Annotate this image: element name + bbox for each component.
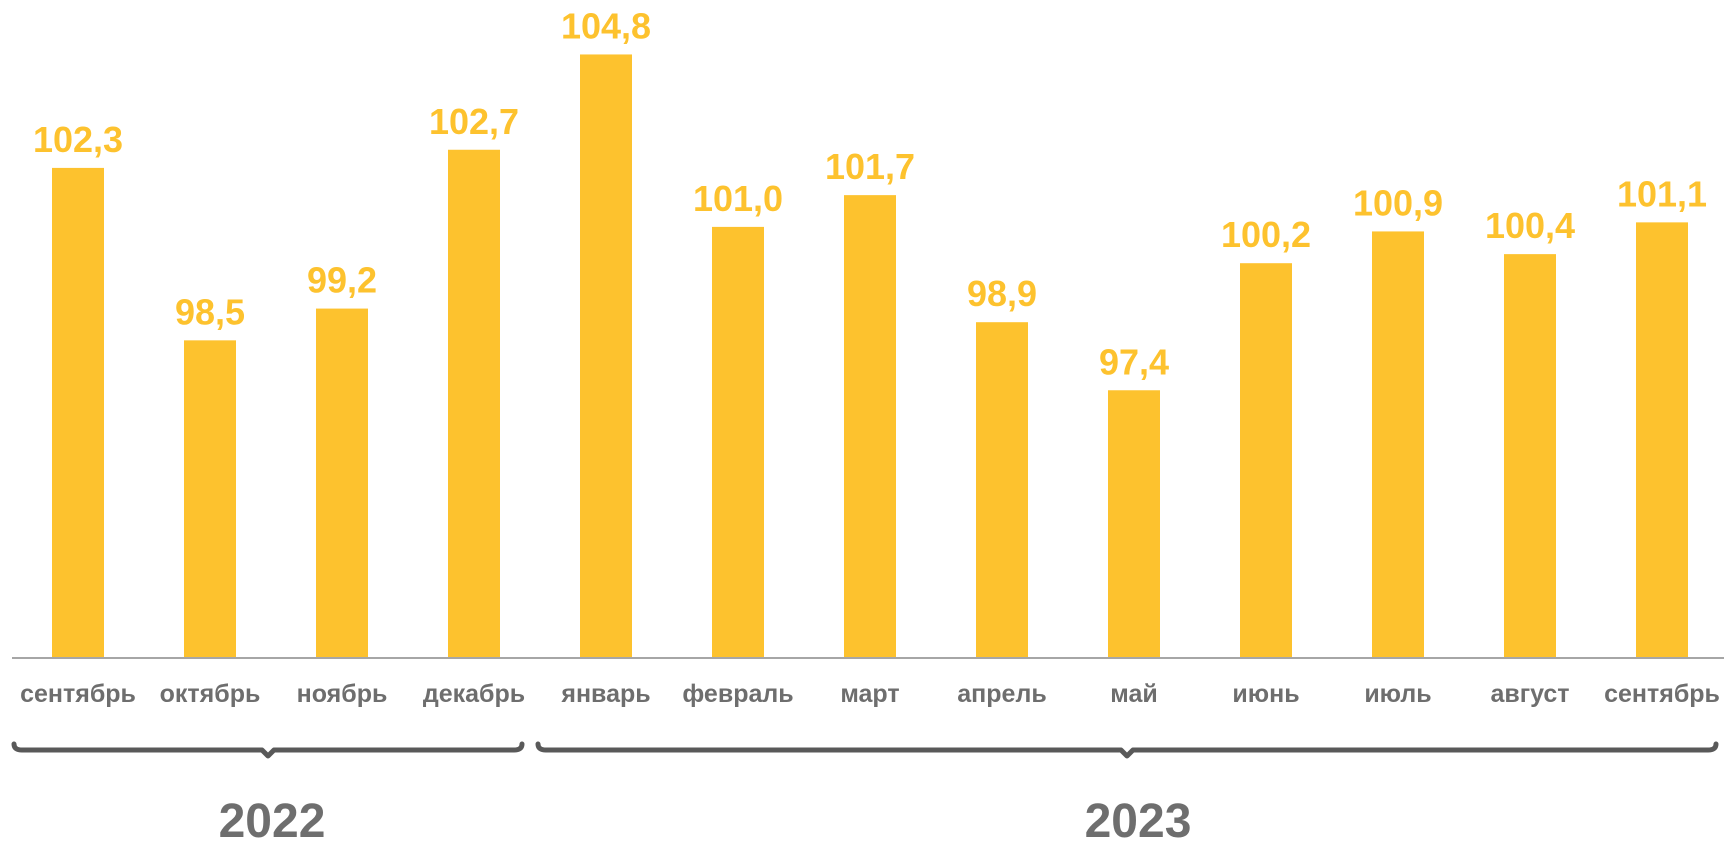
- bar: [1372, 231, 1424, 658]
- bar: [316, 308, 368, 658]
- category-label: май: [1110, 680, 1157, 708]
- bar-value-label: 100,9: [1353, 182, 1443, 223]
- bar-value-label: 102,7: [429, 101, 519, 142]
- category-label: сентябрь: [1604, 680, 1720, 708]
- category-label: апрель: [957, 680, 1046, 708]
- bar-value-label: 97,4: [1099, 341, 1169, 382]
- category-label: октябрь: [160, 680, 261, 708]
- category-label: сентябрь: [20, 680, 136, 708]
- bar-value-label: 102,3: [33, 119, 123, 160]
- bar: [580, 54, 632, 658]
- bar: [1240, 263, 1292, 658]
- bar-value-label: 100,4: [1485, 205, 1575, 246]
- bar-value-label: 101,7: [825, 146, 915, 187]
- bar-value-label: 101,0: [693, 178, 783, 219]
- bar-value-label: 100,2: [1221, 214, 1311, 255]
- bar: [448, 149, 500, 659]
- category-label: июнь: [1232, 680, 1299, 708]
- bar: [184, 340, 236, 658]
- category-labels-group: сентябрь октябрь ноябрь декабрь январь феврал…: [20, 680, 1720, 708]
- bar: [844, 195, 896, 658]
- year-label: 2022: [219, 795, 326, 841]
- bar-value-label: 104,8: [561, 5, 651, 46]
- bar-value-label: 101,1: [1617, 173, 1707, 214]
- category-label: август: [1490, 680, 1569, 708]
- bar: [1108, 390, 1160, 658]
- bar-value-label: 99,2: [307, 260, 377, 301]
- bar: [52, 167, 104, 658]
- bars-group: [52, 54, 1688, 659]
- year-labels-group: 2022 2023: [219, 795, 1192, 841]
- year-label: 2023: [1085, 795, 1192, 841]
- bar: [1504, 254, 1556, 658]
- category-label: январь: [560, 680, 650, 708]
- bar: [1636, 222, 1688, 658]
- bar: [712, 226, 764, 658]
- value-labels-group: 102,3 98,5 99,2 102,7 104,8 101,0 101,7 98,9 97,…: [33, 5, 1707, 382]
- bar-value-label: 98,9: [967, 273, 1037, 314]
- year-bracket: [535, 741, 1719, 759]
- category-label: декабрь: [423, 680, 525, 708]
- category-label: ноябрь: [297, 680, 388, 708]
- year-brackets-group: [11, 741, 1719, 759]
- bar: [976, 322, 1028, 658]
- bar-value-label: 98,5: [175, 291, 245, 332]
- category-label: февраль: [682, 680, 793, 708]
- category-label: март: [840, 680, 899, 708]
- category-label: июль: [1364, 680, 1431, 708]
- year-bracket: [11, 741, 525, 759]
